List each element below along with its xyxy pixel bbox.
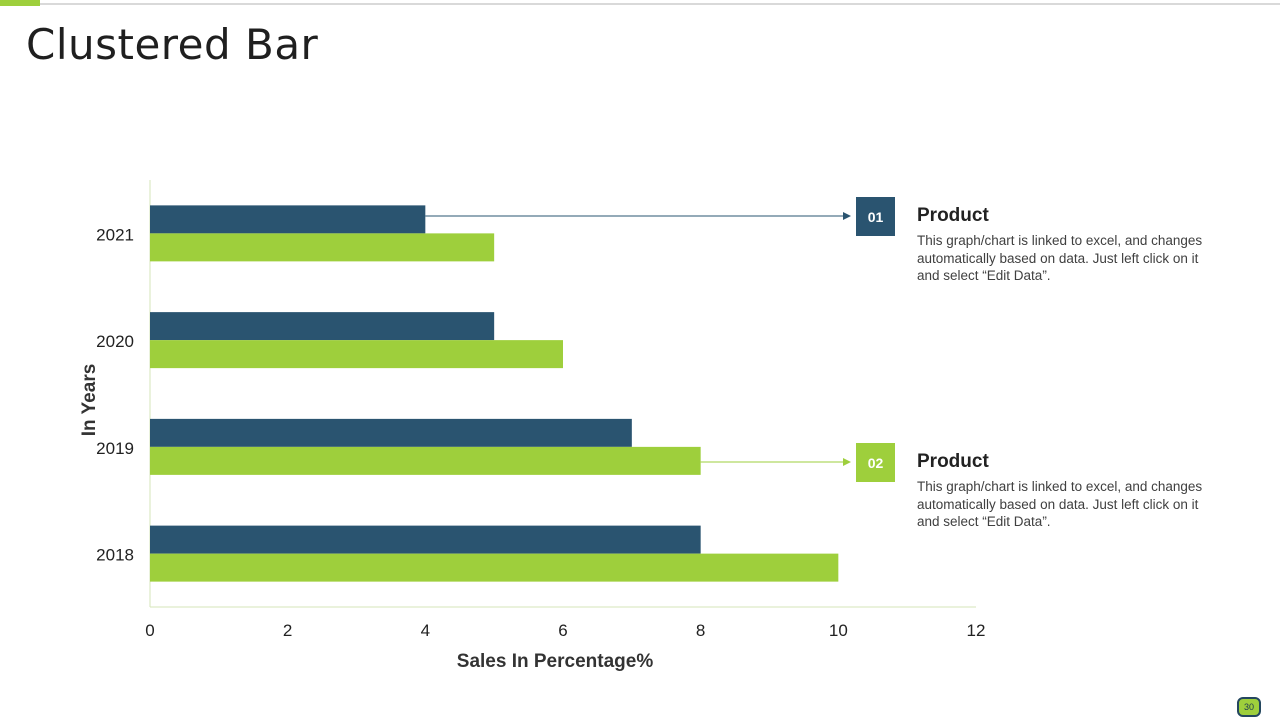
bar-2018-series-2 [150, 553, 839, 582]
x-axis-title: Sales In Percentage% [457, 651, 654, 672]
bar-2018-series-1 [150, 525, 701, 554]
x-tick-label-8: 8 [696, 621, 705, 640]
bar-2020-series-2 [150, 340, 563, 369]
bar-2021-series-1 [150, 205, 426, 234]
callout-title-1: Product [917, 205, 989, 226]
bar-2019-series-2 [150, 446, 701, 475]
top-rule [0, 3, 1280, 5]
callout-text-2: This graph/chart is linked to excel, and… [917, 479, 1203, 529]
callout-badge-01: 01 [856, 197, 895, 236]
x-tick-label-2: 2 [283, 621, 292, 640]
x-tick-label-10: 10 [829, 621, 848, 640]
x-tick-label-12: 12 [967, 621, 986, 640]
y-axis-title: In Years [79, 364, 100, 437]
slide-title: Clustered Bar [26, 20, 319, 69]
y-tick-label-2018: 2018 [96, 546, 134, 565]
bar-2021-series-2 [150, 233, 495, 262]
bar-2019-series-1 [150, 418, 632, 447]
y-tick-label-2020: 2020 [96, 332, 134, 351]
y-tick-label-2019: 2019 [96, 439, 134, 458]
top-accent-bar [0, 0, 40, 6]
x-tick-label-0: 0 [145, 621, 154, 640]
y-tick-label-2021: 2021 [96, 225, 134, 244]
callout-badge-02: 02 [856, 443, 895, 482]
x-tick-label-4: 4 [421, 621, 430, 640]
bar-2020-series-1 [150, 312, 495, 341]
x-tick-label-6: 6 [558, 621, 567, 640]
page-number-badge: 30 [1237, 697, 1261, 717]
callout-title-2: Product [917, 451, 989, 472]
callout-text-1: This graph/chart is linked to excel, and… [917, 233, 1203, 283]
